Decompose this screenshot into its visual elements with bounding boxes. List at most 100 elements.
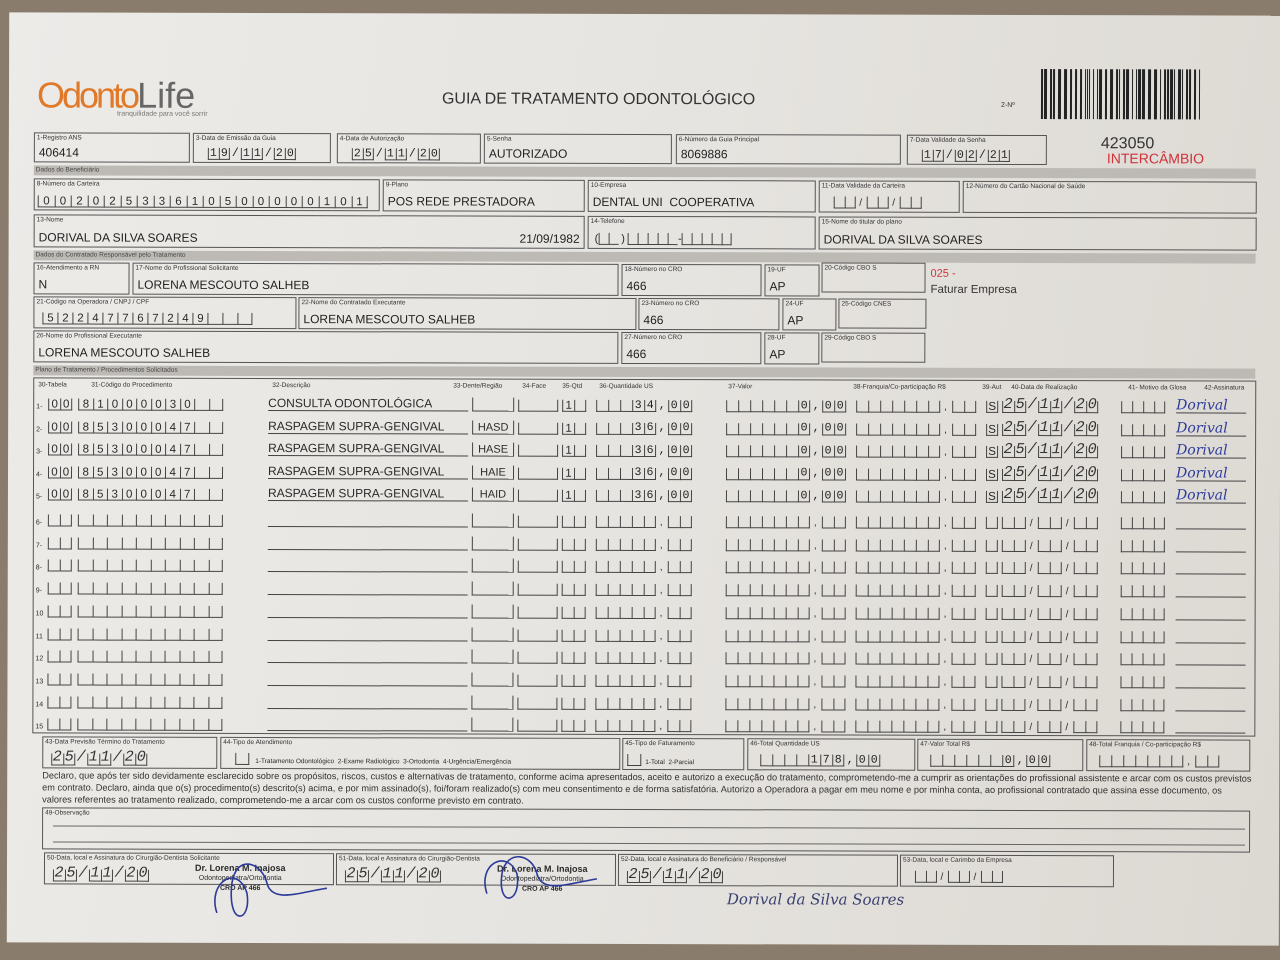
char-cell	[561, 606, 574, 619]
char-cell	[879, 516, 892, 529]
char-cell	[821, 539, 834, 552]
char-cell	[679, 697, 692, 710]
row-number: 11	[35, 632, 43, 640]
char-cell	[561, 583, 574, 596]
glosa-cells	[1120, 491, 1168, 504]
char-cell	[150, 582, 165, 595]
procedure-row[interactable]: 12,,, / /	[36, 645, 1251, 668]
aut-cell	[985, 721, 1000, 734]
cell-group	[561, 583, 586, 596]
procedure-row[interactable]: 4- 0 0 8 5 3 0 0 0 4 7 RASPAGEM SUPRA-GENGIVAL HAIE 1…	[36, 460, 1251, 483]
barcode-bar	[1092, 69, 1095, 120]
char-cell	[1073, 676, 1086, 689]
procedure-row[interactable]: 11,,, / /	[36, 622, 1251, 645]
tipo-atendimento-field[interactable]: 44-Tipo de Atendimento 1-Tratamento Odont…	[220, 736, 621, 770]
data-realizacao-cells: / /	[1001, 558, 1098, 575]
char-cell	[879, 607, 892, 620]
char-cell	[619, 467, 633, 480]
char-cell	[208, 651, 223, 664]
cbo20-field: 20-Código CBO S	[821, 262, 926, 293]
field-label: 45-Tipo de Faturamento	[625, 739, 695, 748]
data-realizacao-cells: 25/11/20	[1001, 486, 1099, 503]
row-signature	[1175, 581, 1246, 598]
column-header: 32-Descrição	[272, 382, 311, 390]
char-cell	[786, 400, 799, 413]
tipo-faturamento-field[interactable]: 45-Tipo de Faturamento 1-Total 2-Parcial	[622, 737, 745, 771]
beneficiary-signature: Dorival da Silva Soares	[726, 890, 905, 909]
char-cell	[1037, 585, 1050, 598]
quantidade-us-cells: ,	[595, 716, 692, 733]
face	[518, 399, 559, 412]
char-cell	[773, 675, 786, 688]
char-cell	[121, 628, 136, 641]
char-cell	[149, 673, 165, 686]
char-cell	[106, 628, 122, 641]
procedure-row[interactable]: 14,,, / /	[35, 690, 1250, 713]
char-cell	[891, 698, 904, 711]
char-cell	[879, 539, 892, 552]
separator: /	[1029, 518, 1033, 530]
separator: /	[1065, 654, 1069, 666]
char-cell	[725, 675, 738, 688]
char-cell	[868, 400, 881, 413]
char-cell	[208, 443, 224, 456]
char-cell	[880, 423, 893, 436]
char-cell	[985, 675, 998, 688]
char-cell	[620, 399, 633, 412]
char-cell	[643, 629, 656, 642]
char-cell	[737, 467, 751, 480]
codigo-cells	[77, 628, 226, 641]
char-cell	[193, 488, 209, 501]
face	[518, 444, 559, 457]
qtd-cells	[561, 720, 588, 733]
field-label: 20-Código CBO S	[824, 264, 877, 272]
procedure-row[interactable]: 9-,,, / /	[36, 577, 1251, 600]
procedure-row[interactable]: 3- 0 0 8 5 3 0 0 0 4 7 RASPAGEM SUPRA-GENGIVAL HASE 1…	[36, 437, 1251, 460]
char-cell	[915, 652, 928, 665]
valor-cells: 0,00	[725, 486, 849, 503]
procedure-row[interactable]: 6-,,, / /	[36, 508, 1251, 531]
procedure-row[interactable]: 1- 0 0 8 1 0 0 0 0 3 0 CONSULTA ODONTOLÓGICA 1 34,00 0…	[36, 392, 1251, 415]
char-cell	[1153, 491, 1165, 504]
char-cell	[927, 607, 940, 620]
procedure-row[interactable]: 15,,, / /	[35, 713, 1250, 736]
char-cell	[951, 675, 964, 688]
char-cell	[595, 583, 608, 596]
field-value: LORENA MESCOUTO SALHEB	[303, 312, 476, 327]
char-cell	[927, 675, 940, 688]
procedure-row[interactable]: 2- 0 0 8 5 3 0 0 0 4 7 RASPAGEM SUPRA-GENGIVAL HASD 1…	[36, 415, 1251, 438]
barcode-bar	[1115, 69, 1119, 120]
char-cell	[607, 674, 620, 687]
procedure-row[interactable]: 5- 0 0 8 5 3 0 0 0 4 7 RASPAGEM SUPRA-GENGIVAL HAID 1…	[36, 482, 1251, 505]
char-cell	[1049, 607, 1062, 620]
row-signature	[1175, 513, 1246, 530]
tipo-atendimento-checkbox[interactable]	[235, 752, 250, 765]
procedure-row[interactable]: 10,,, / /	[36, 599, 1251, 622]
char-cell	[773, 607, 786, 620]
franquia-cells: ,	[855, 558, 976, 575]
field-label: 16-Atendimento a RN	[36, 264, 100, 272]
separator: /	[892, 197, 896, 209]
qtd-cells	[561, 697, 588, 710]
char-cell: 0	[121, 421, 137, 434]
row-signature	[1175, 536, 1246, 553]
tipo-faturamento-checkbox[interactable]	[627, 753, 642, 766]
glosa-cells	[1120, 539, 1168, 553]
barcode-bar	[1098, 69, 1103, 120]
procedure-row[interactable]: 13,,, / /	[35, 667, 1250, 690]
carteira-field: 8-Número da Carteira 0 0 2 0 2 5 3 3 6 1 0 5 0 0 0 0 0 1 0 1	[33, 178, 380, 212]
cell-value: 25/11/20	[628, 865, 725, 884]
row-signature	[1175, 558, 1246, 575]
procedure-row[interactable]: 7-,,, / /	[36, 531, 1251, 554]
cell-group	[47, 514, 72, 527]
barcode-bar	[1153, 69, 1158, 120]
procedure-row[interactable]: 8-,,, / /	[36, 554, 1251, 577]
char-cell: 7	[147, 312, 163, 325]
char-cell: 0	[301, 196, 319, 209]
char-cell	[903, 720, 916, 734]
char-cell	[193, 605, 209, 618]
char-cell	[985, 539, 998, 552]
char-cell	[725, 629, 738, 642]
char-cell	[904, 423, 917, 436]
